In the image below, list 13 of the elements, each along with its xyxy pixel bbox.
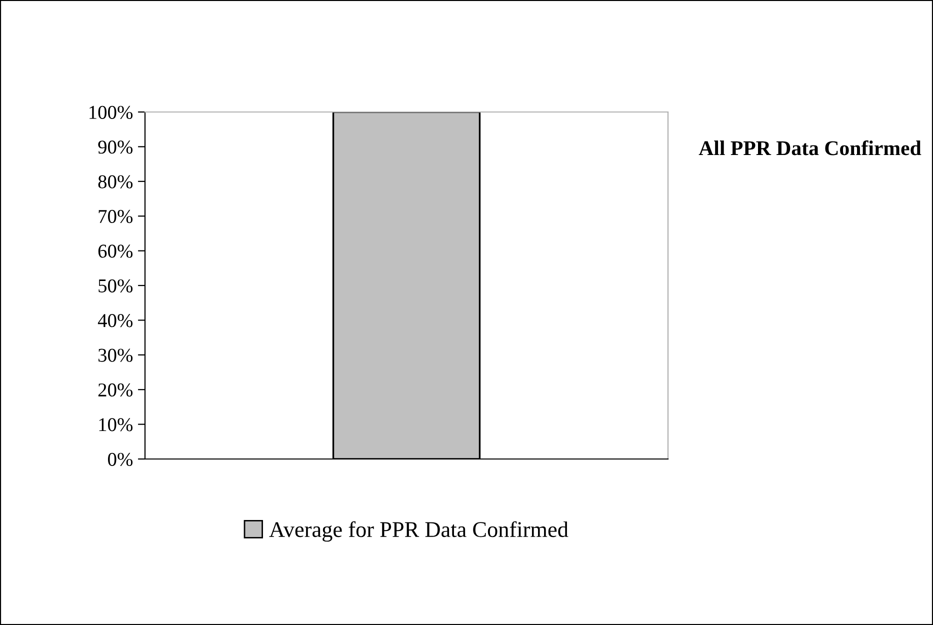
y-tick-label: 10%	[99, 418, 133, 432]
legend-label: Average for PPR Data Confirmed	[269, 521, 568, 542]
y-tick-label: 30%	[98, 348, 133, 362]
y-tick-label: 80%	[98, 175, 133, 188]
text: All PPR Data Confirmed	[698, 140, 922, 156]
y-tick-label: 90%	[98, 140, 133, 154]
y-tick-label: 50%	[98, 279, 133, 292]
y-tick-label: 60%	[98, 244, 133, 258]
y-tick-label: 20%	[98, 383, 133, 397]
y-tick-label: 100%	[90, 106, 133, 119]
y-tick-label: 40%	[98, 314, 133, 328]
y-tick-label: 0%	[108, 452, 133, 466]
y-tick-label: 70%	[98, 210, 133, 224]
